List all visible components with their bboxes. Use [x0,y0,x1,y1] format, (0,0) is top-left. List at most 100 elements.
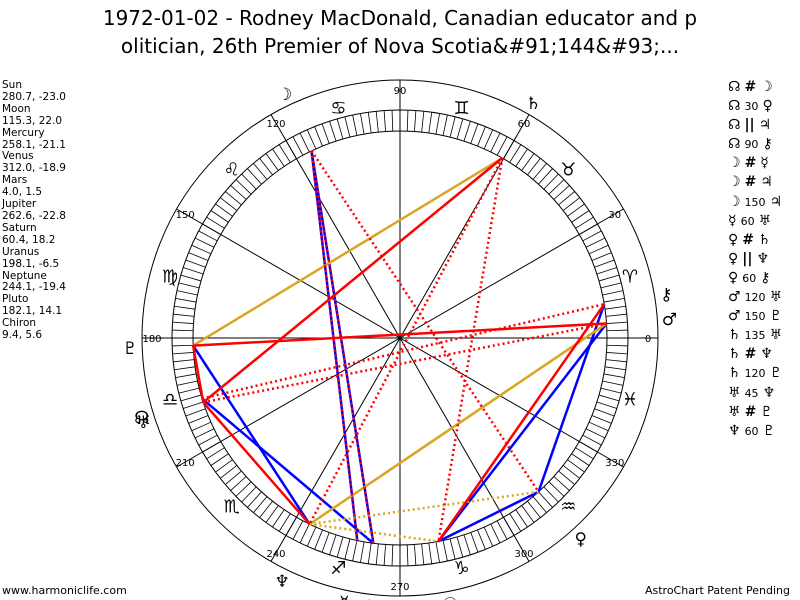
degree-label: 270 [390,582,409,593]
degree-tick [173,359,195,363]
degree-tick [383,544,386,566]
footer-website[interactable]: www.harmoniclife.com [2,584,127,597]
aspect-planet-1: ♂ [728,289,741,306]
aspect-row: ☊ || ♃ [728,116,782,135]
planet-glyph-icon: ♃ [358,597,373,600]
planet-glyph-icon: ♀ [574,530,586,550]
degree-tick [314,529,323,550]
degree-tick [496,136,508,156]
aspect-angle: # [742,231,754,248]
degree-tick [567,459,585,473]
aspect-row: ♅ # ♇ [728,403,782,422]
degree-tick [172,329,194,332]
degree-tick [604,305,626,310]
degree-tick [321,532,330,553]
aspect-line [201,302,605,400]
degree-tick [247,491,262,508]
degree-tick [515,148,528,167]
aspect-angle: 60 [744,424,759,438]
aspect-line [192,344,311,525]
aspect-angle: 60 [742,271,757,285]
degree-tick [442,540,448,562]
planet-name-mars: Mars [2,174,28,187]
title-line-1: 1972-01-02 - Rodney MacDonald, Canadian … [102,6,698,30]
planet-glyph-icon: ☉ [443,594,458,600]
aspect-line [310,150,375,544]
degree-tick [220,465,238,479]
aspect-planet-2: ♅ [769,289,783,306]
degree-tick [329,534,337,555]
degree-tick [477,126,486,147]
planet-coords-pluto: 182.1, 14.1 [2,305,63,318]
degree-label: 150 [176,210,195,221]
aspect-planet-1: ♀ [728,269,739,286]
planet-name-moon: Moon [2,102,31,115]
footer-patent: AstroChart Patent Pending [644,584,790,597]
title-line-2: olitician, 26th Premier of Nova Scotia&#… [120,34,680,58]
degree-tick [567,203,585,217]
aspect-planet-1: ☿ [728,212,737,229]
aspect-planet-2: ♆ [760,346,773,363]
aspect-line [309,522,439,543]
aspect-planet-1: ☽ [728,174,741,191]
degree-tick [191,421,212,432]
degree-tick [598,274,620,282]
degree-tick [600,387,622,394]
degree-tick [344,538,351,560]
degree-tick [188,252,209,261]
aspect-planet-1: ♀ [728,250,739,267]
degree-tick [606,329,628,332]
degree-tick [230,476,247,491]
aspect-angle: # [744,174,757,191]
degree-tick [575,216,594,229]
degree-tick [553,185,570,200]
degree-tick [253,496,268,513]
planet-glyph-icon: ☊ [134,408,149,428]
aspect-row: ♄ # ♆ [728,345,782,364]
degree-tick [206,447,225,460]
degree-tick [470,123,479,144]
aspect-planet-2: ♆ [762,384,776,401]
planet-glyph-icon: ♆ [274,572,289,592]
planet-name-sun: Sun [2,79,22,91]
degree-tick [174,305,196,310]
degree-tick [585,428,606,439]
zodiac-sign-icon: ♈ [622,266,638,287]
zodiac-sign-icon: ♍ [162,266,178,287]
aspect-planet-2: ♃ [758,117,772,134]
degree-tick [496,520,508,540]
planet-coords-mars: 4.0, 1.5 [2,186,43,199]
aspect-line [193,322,607,347]
degree-tick [391,110,394,132]
planet-name-uranus: Uranus [2,245,40,258]
degree-label: 300 [514,549,533,560]
degree-tick [299,523,310,544]
degree-tick [600,282,622,289]
planet-coords-moon: 115.3, 22.0 [2,114,63,127]
aspect-planet-2: ♇ [760,403,773,420]
planet-glyph-icon: ⚷ [660,285,672,305]
degree-tick [329,121,337,142]
degree-tick [172,344,194,347]
degree-tick [538,491,553,508]
zodiac-sign-icon: ♎ [162,390,178,411]
degree-tick [336,118,344,140]
degree-tick [602,290,624,296]
degree-tick [594,408,615,417]
degree-tick [406,110,409,132]
aspect-line [310,150,375,544]
aspect-planet-1: ☽ [728,193,741,210]
degree-tick [194,237,215,248]
degree-tick [230,185,247,200]
aspect-row: ☽ # ♃ [728,173,782,192]
aspect-row: ☿ 60 ♅ [728,212,782,231]
planet-coords-saturn: 60.4, 18.2 [2,233,56,246]
degree-tick [292,520,304,540]
degree-tick [185,408,206,417]
degree-tick [490,132,501,153]
degree-tick [360,113,365,135]
degree-tick [594,259,615,268]
aspect-line [437,322,608,543]
degree-tick [591,252,612,261]
degree-tick [176,290,198,296]
